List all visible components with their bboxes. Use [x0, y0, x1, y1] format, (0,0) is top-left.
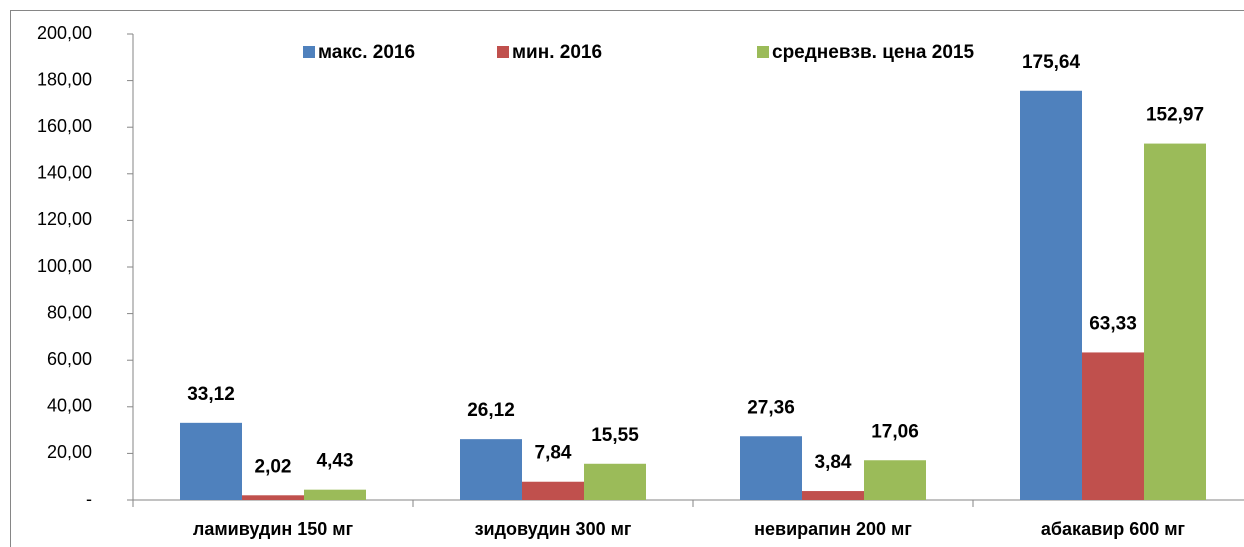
bar: [460, 439, 522, 500]
y-tick-label: 80,00: [47, 302, 92, 322]
data-label: 2,02: [255, 456, 292, 477]
bar: [180, 422, 242, 500]
chart-border: [10, 10, 1244, 547]
data-label: 152,97: [1146, 105, 1204, 126]
bar: [1144, 143, 1206, 500]
legend-label: мин. 2016: [512, 42, 602, 63]
y-tick-label: 20,00: [47, 442, 92, 462]
x-tick-label: абакавир 600 мг: [1041, 519, 1186, 539]
bar: [740, 436, 802, 500]
y-tick-label: 180,00: [37, 69, 92, 89]
y-tick-label: 160,00: [37, 116, 92, 136]
legend-label: средневзв. цена 2015: [772, 42, 974, 63]
x-tick-label: невирапин 200 мг: [754, 519, 912, 539]
data-label: 7,84: [535, 443, 572, 464]
data-label: 27,36: [747, 397, 795, 418]
bar: [242, 495, 304, 500]
data-label: 17,06: [871, 421, 919, 442]
y-tick-label: 200,00: [37, 23, 92, 43]
bar: [584, 463, 646, 500]
y-tick-label: 120,00: [37, 209, 92, 229]
bar: [864, 460, 926, 500]
data-label: 4,43: [317, 451, 354, 472]
y-tick-label: 40,00: [47, 396, 92, 416]
bar: [522, 481, 584, 500]
x-tick-label: ламивудин 150 мг: [193, 519, 354, 539]
data-label: 15,55: [591, 425, 639, 446]
data-label: 3,84: [815, 452, 852, 473]
legend-swatch: [303, 46, 315, 58]
y-tick-label: -: [86, 489, 92, 509]
bar: [1082, 352, 1144, 500]
data-label: 175,64: [1022, 52, 1081, 73]
data-label: 26,12: [467, 400, 515, 421]
x-tick-label: зидовудин 300 мг: [475, 519, 632, 539]
data-label: 63,33: [1089, 313, 1137, 334]
y-tick-label: 100,00: [37, 256, 92, 276]
legend-swatch: [497, 46, 509, 58]
bar: [1020, 90, 1082, 501]
y-tick-label: 140,00: [37, 163, 92, 183]
bar: [304, 489, 366, 500]
y-tick-label: 60,00: [47, 349, 92, 369]
legend-label: макс. 2016: [318, 42, 415, 63]
data-label: 33,12: [187, 384, 235, 405]
legend-swatch: [757, 46, 769, 58]
bar: [802, 491, 864, 500]
